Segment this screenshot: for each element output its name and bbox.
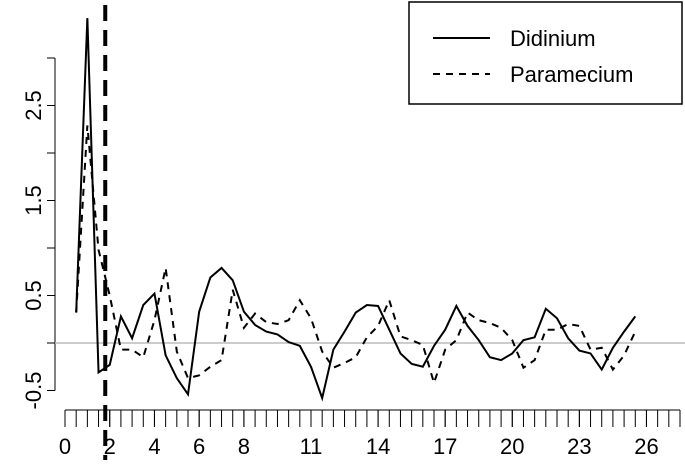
x-tick-label: 11 xyxy=(300,434,323,459)
legend-label: Didinium xyxy=(510,26,596,51)
y-tick-label: -0.5 xyxy=(21,372,46,410)
x-tick-label: 0 xyxy=(59,434,71,459)
data-line xyxy=(75,125,637,387)
x-tick-label: 6 xyxy=(193,434,205,459)
y-tick-label: 2.5 xyxy=(21,90,46,121)
x-tick-label: 23 xyxy=(567,434,591,459)
legend-box xyxy=(408,1,683,105)
y-tick-label: 0.5 xyxy=(21,280,46,311)
x-tick-label: 17 xyxy=(433,434,457,459)
y-tick-label: 1.5 xyxy=(21,185,46,216)
x-tick-label: 8 xyxy=(238,434,250,459)
x-tick-label: 14 xyxy=(366,434,390,459)
data-line xyxy=(75,18,637,402)
legend-label: Paramecium xyxy=(510,62,633,87)
x-tick-label: 20 xyxy=(500,434,524,459)
x-tick-label: 4 xyxy=(148,434,160,459)
x-tick-label: 26 xyxy=(634,434,658,459)
